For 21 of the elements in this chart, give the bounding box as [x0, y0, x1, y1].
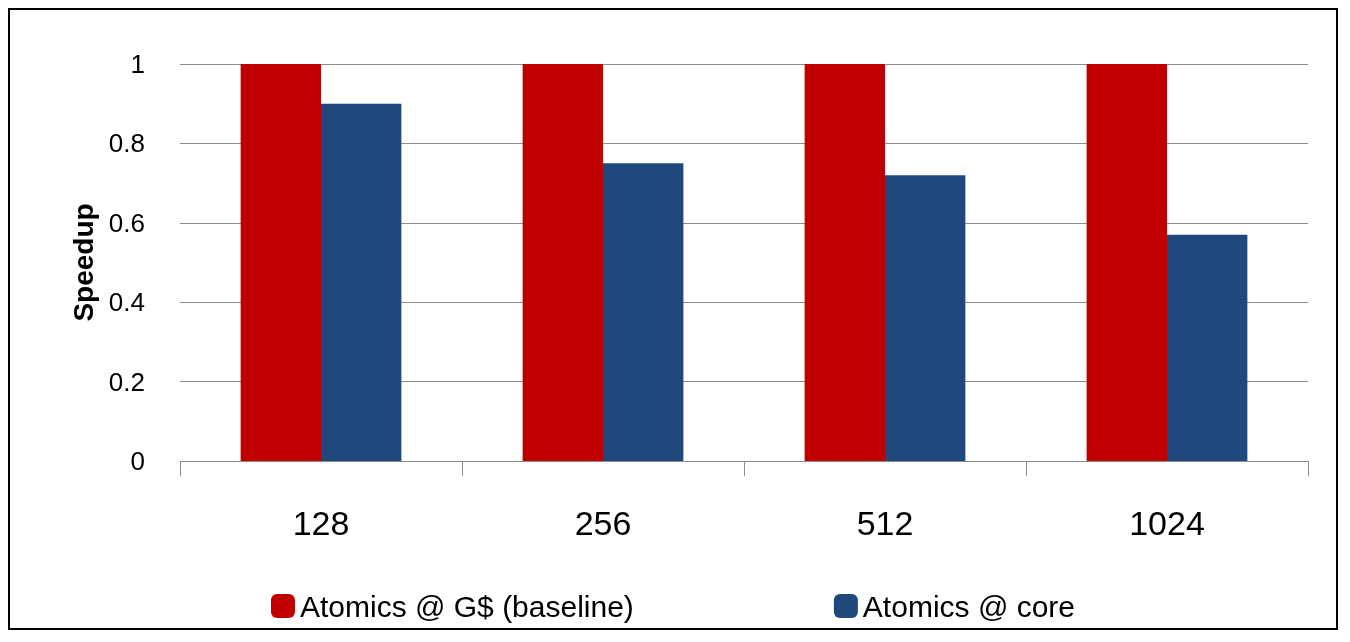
bar — [321, 103, 402, 461]
bar — [1167, 234, 1248, 461]
y-tick-label: 1 — [130, 49, 145, 79]
bar — [885, 175, 966, 461]
x-tick-label: 512 — [856, 504, 914, 542]
bar — [1086, 64, 1167, 461]
bar — [804, 64, 885, 461]
x-tick-label: 128 — [292, 504, 350, 542]
y-axis-title: Speedup — [68, 203, 100, 322]
legend-label: Atomics @ G$ (baseline) — [299, 589, 634, 623]
x-tick-label: 1024 — [1129, 504, 1205, 542]
bar — [522, 64, 603, 461]
bar — [603, 163, 684, 461]
legend-label: Atomics @ core — [862, 589, 1076, 623]
bar — [240, 64, 321, 461]
y-tick-label: 0 — [130, 446, 145, 476]
x-tick-label: 256 — [574, 504, 632, 542]
y-tick-label: 0.8 — [108, 128, 145, 159]
y-tick-label: 0.4 — [108, 287, 145, 318]
y-tick-label: 0.6 — [108, 207, 145, 238]
y-tick-label: 0.2 — [108, 366, 145, 397]
